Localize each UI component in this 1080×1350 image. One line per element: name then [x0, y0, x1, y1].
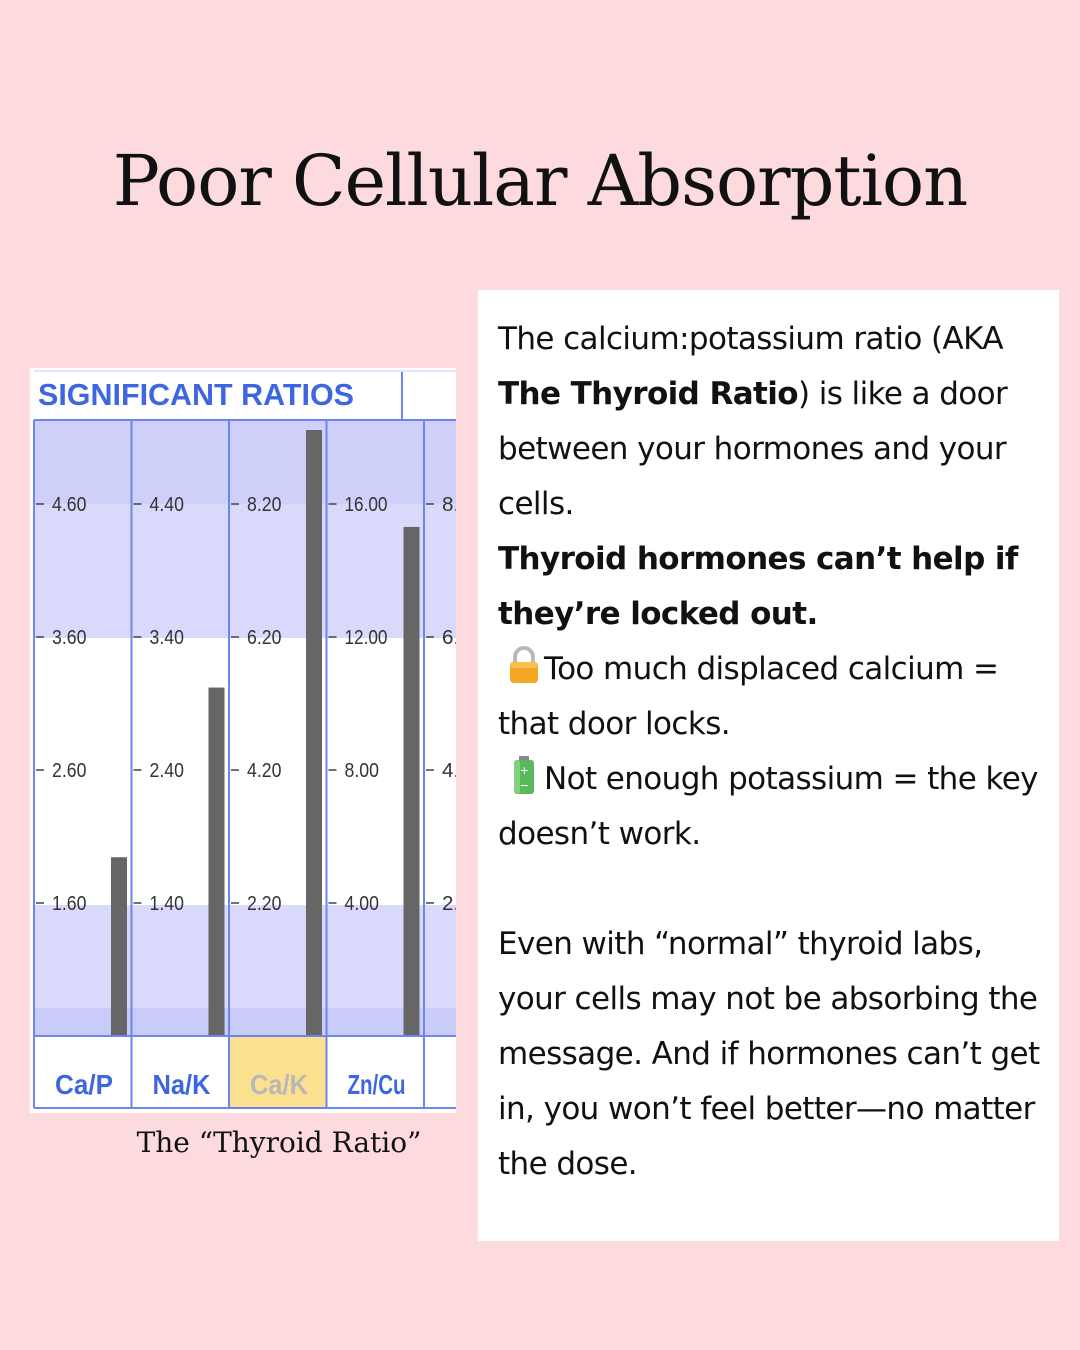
tick-label: 4.20: [247, 760, 281, 782]
category-label: Ca/P: [55, 1069, 113, 1100]
battery-icon: +−: [514, 756, 534, 794]
locked-out-bold: Thyroid hormones can’t help if they’re l…: [498, 541, 1018, 632]
tick-label: 2.60: [52, 760, 86, 782]
tick-label: 2.: [442, 893, 456, 915]
thyroid-ratio-bold: The Thyroid Ratio: [498, 376, 799, 412]
band-bottom: [34, 1008, 456, 1036]
paragraph-thyroid-ratio: The calcium:potassium ratio (AKA The Thy…: [498, 312, 1046, 532]
tick-label: 4.: [442, 760, 456, 782]
paragraph-text: Too much displaced calcium = that door l…: [498, 651, 999, 742]
tick-label: 4.60: [52, 494, 86, 516]
panel-text: The calcium:potassium ratio (AKA The Thy…: [498, 312, 1046, 1192]
tick-label: 4.00: [345, 893, 379, 915]
band-top: [34, 420, 456, 504]
paragraph-locked-out: Thyroid hormones can’t help if they’re l…: [498, 532, 1046, 642]
tick-label: 12.00: [345, 627, 388, 649]
tick-label: 2.20: [247, 893, 281, 915]
tick-label: 8.20: [247, 494, 281, 516]
category-label: Na/K: [153, 1069, 211, 1100]
bar-na-k: [208, 687, 225, 1036]
tick-label: 6.20: [247, 627, 281, 649]
significant-ratios-chart: SIGNIFICANT RATIOS 4.60 3.60 2.60 1.60 Ca/P 4.…: [30, 368, 456, 1113]
tick-label: 6.: [442, 627, 456, 649]
bar-ca-k: [306, 430, 322, 1036]
tick-label: 3.40: [150, 627, 184, 649]
paragraph-text: The calcium:potassium ratio (AKA: [498, 321, 1004, 357]
paragraph-text: ) is like a door between your hormones a…: [498, 376, 1008, 522]
highlight-cell: [229, 1036, 327, 1108]
paragraph-potassium: + − Not enough potassium = the key doesn’t…: [498, 752, 1046, 862]
bar-zn-cu: [403, 526, 420, 1036]
tick-label: 1.60: [52, 893, 86, 915]
tick-label: 3.60: [52, 627, 86, 649]
svg-text:−: −: [520, 779, 529, 792]
tick-label: 8.: [442, 494, 456, 516]
lock-icon: [510, 646, 538, 683]
chart-caption: The “Thyroid Ratio”: [136, 1126, 422, 1159]
paragraph-normal-labs: Even with “normal” thyroid labs, your ce…: [498, 926, 1040, 1182]
text-panel: The calcium:potassium ratio (AKA The Thy…: [478, 290, 1059, 1241]
tick-label: 1.40: [150, 893, 184, 915]
tick-label: 4.40: [150, 494, 184, 516]
paragraph-text: Not enough potassium = the key doesn’t w…: [498, 761, 1039, 852]
chart-title: SIGNIFICANT RATIOS: [38, 377, 354, 412]
page-title: Poor Cellular Absorption: [112, 140, 968, 222]
paragraph-calcium: Too much displaced calcium = that door l…: [498, 642, 1046, 752]
tick-label: 8.00: [345, 760, 379, 782]
svg-text:+: +: [520, 764, 529, 777]
bar-ca-p: [111, 857, 127, 1036]
tick-label: 2.40: [150, 760, 184, 782]
tick-label: 16.00: [345, 494, 388, 516]
category-label: Zn/Cu: [348, 1069, 406, 1100]
category-label: Ca/K: [250, 1069, 308, 1100]
